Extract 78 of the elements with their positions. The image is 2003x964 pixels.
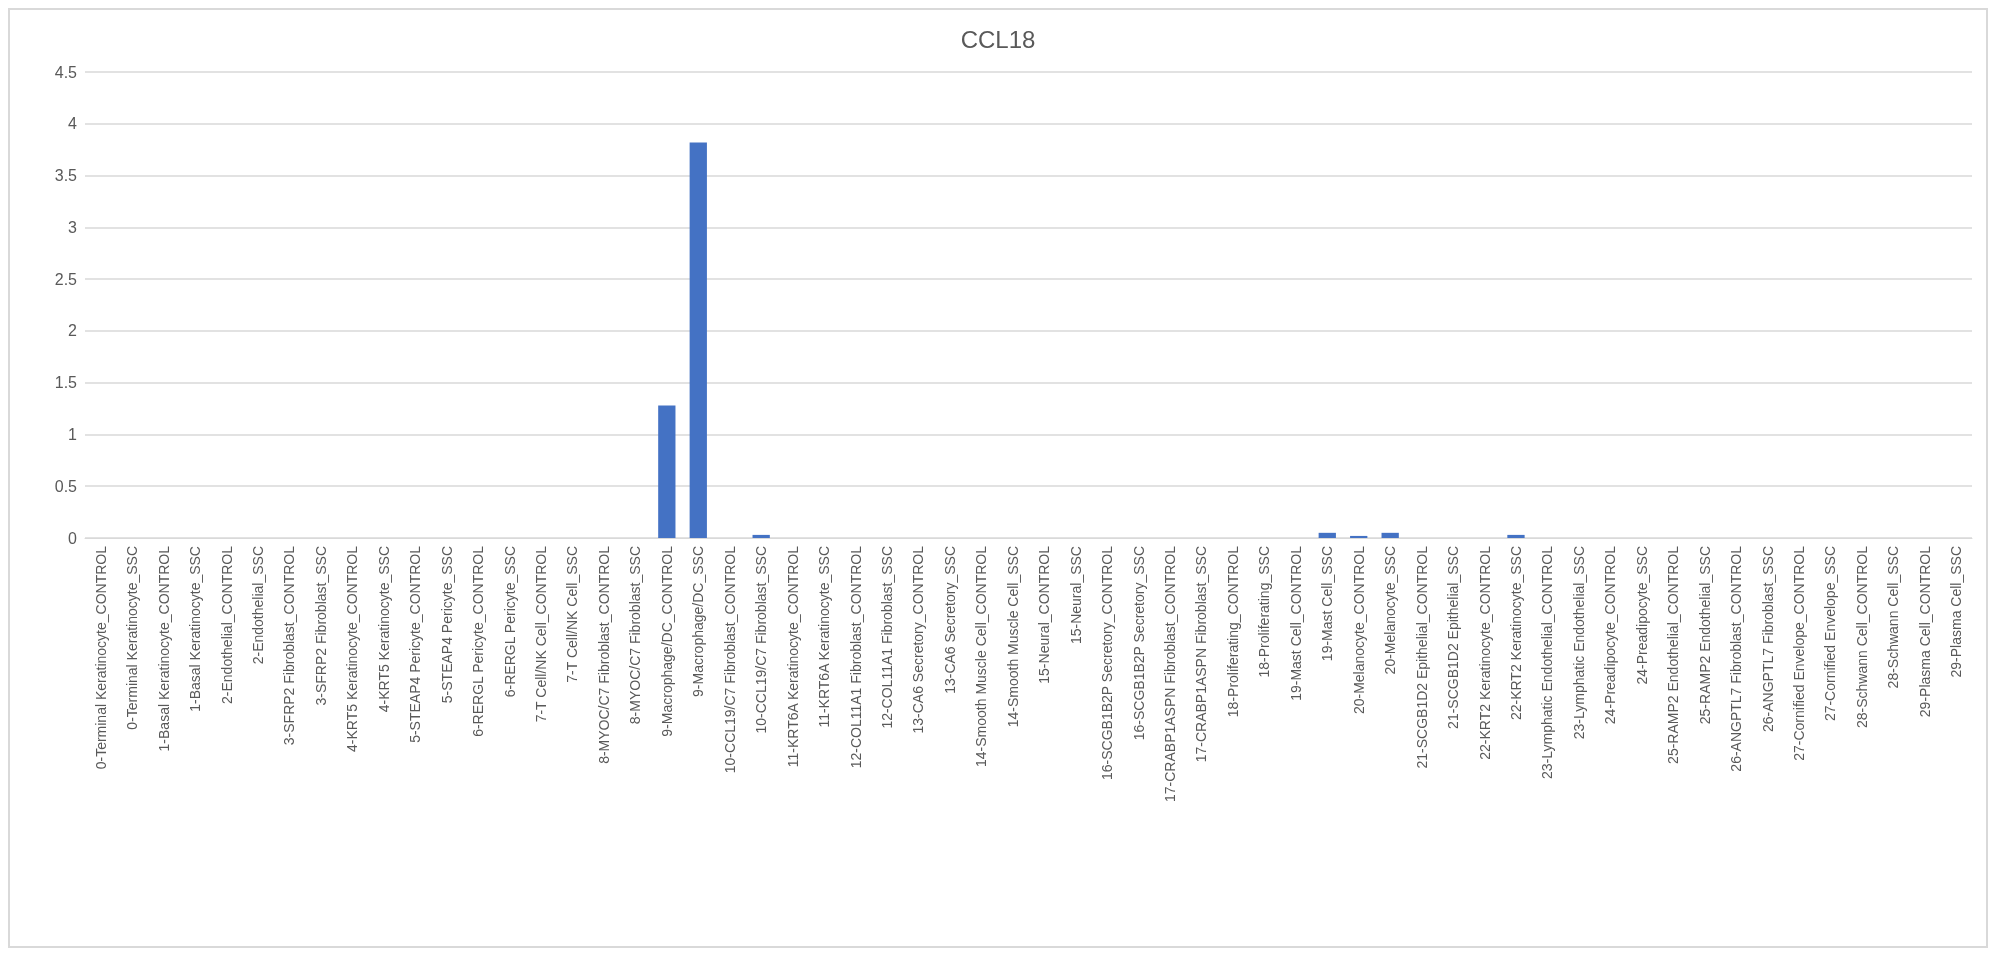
x-tick-label: 1-Basal Keratinocyte_CONTROL <box>155 545 172 752</box>
x-tick-label: 6-RERGL Pericyte_SSC <box>501 546 518 698</box>
x-tick-label: 18-Proliferating_SSC <box>1256 546 1273 678</box>
x-tick-label: 8-MYOC/C7 Fibroblast_CONTROL <box>595 545 612 764</box>
x-tick-label: 19-Mast Cell_SSC <box>1319 546 1336 662</box>
x-tick-label: 28-Schwann Cell_SSC <box>1885 546 1902 689</box>
x-tick-label: 23-Lymphatic Endothelial_CONTROL <box>1539 545 1556 779</box>
x-tick-label: 3-SFRP2 Fibroblast_CONTROL <box>281 545 298 746</box>
x-tick-label: 28-Schwann Cell_CONTROL <box>1853 545 1870 729</box>
x-tick-label: 6-RERGL Pericyte_CONTROL <box>470 545 487 737</box>
y-tick-label: 2.5 <box>54 270 78 288</box>
x-tick-label: 25-RAMP2 Endothelial_SSC <box>1696 546 1713 725</box>
x-tick-label: 25-RAMP2 Endothelial_CONTROL <box>1665 545 1682 764</box>
bar <box>1381 532 1399 538</box>
x-tick-label: 11-KRT6A Keratinocyte_CONTROL <box>784 545 801 768</box>
y-tick-label: 4 <box>68 115 78 133</box>
x-tick-label: 15-Neural_CONTROL <box>1036 545 1053 684</box>
x-tick-label: 24-Preadipocyte_CONTROL <box>1602 545 1619 725</box>
x-tick-label: 14-Smooth Muscle Cell_CONTROL <box>973 545 990 767</box>
x-tick-label: 9-Macrophage/DC_SSC <box>690 546 707 697</box>
x-tick-label: 9-Macrophage/DC_CONTROL <box>658 545 675 737</box>
x-tick-label: 18-Proliferating_CONTROL <box>1224 545 1241 718</box>
x-tick-label: 4-KRT5 Keratinocyte_SSC <box>375 546 392 713</box>
x-tick-label: 27-Cornified Envelope_SSC <box>1822 546 1839 722</box>
x-tick-label: 5-STEAP4 Pericyte_CONTROL <box>407 545 424 743</box>
x-tick-label: 2-Endothelial_CONTROL <box>218 545 235 704</box>
y-tick-label: 0.5 <box>54 477 78 495</box>
x-tick-label: 1-Basal Keratinocyte_SSC <box>187 546 204 712</box>
x-tick-label: 10-CCL19/C7 Fibroblast_CONTROL <box>721 545 738 774</box>
x-tick-label: 7-T Cell/NK Cell_CONTROL <box>533 545 550 723</box>
x-tick-label: 15-Neural_SSC <box>1067 546 1084 645</box>
chart-title: CCL18 <box>960 25 1036 53</box>
x-tick-label: 16-SCGB1B2P Secretory_CONTROL <box>1099 545 1116 780</box>
x-tick-label: 8-MYOC/C7 Fibroblast_SSC <box>627 546 644 725</box>
x-tick-label: 17-CRABP1ASPN Fibroblast_CONTROL <box>1162 545 1179 802</box>
x-tick-label: 21-SCGB1D2 Epithelial_CONTROL <box>1413 545 1430 769</box>
y-tick-label: 0 <box>68 529 78 547</box>
x-tick-label: 19-Mast Cell_CONTROL <box>1287 545 1304 701</box>
x-tick-label: 26-ANGPTL7 Fibroblast_SSC <box>1759 546 1776 732</box>
x-tick-label: 29-Plasma Cell_SSC <box>1948 546 1965 678</box>
x-tick-label: 22-KRT2 Keratinocyte_SSC <box>1507 546 1524 721</box>
x-tick-label: 4-KRT5 Keratinocyte_CONTROL <box>344 545 361 752</box>
bar <box>1350 535 1368 538</box>
x-tick-label: 0-Terminal Keratinocyte_SSC <box>124 546 141 730</box>
bar <box>658 405 676 538</box>
x-tick-label: 2-Endothelial_SSC <box>249 546 266 665</box>
bar <box>1318 532 1336 538</box>
y-tick-label: 1.5 <box>54 374 78 392</box>
bar <box>752 534 770 538</box>
x-tick-label: 29-Plasma Cell_CONTROL <box>1916 545 1933 718</box>
x-tick-label: 27-Cornified Envelope_CONTROL <box>1791 545 1808 761</box>
x-tick-label: 11-KRT6A Keratinocyte_SSC <box>816 546 833 728</box>
y-tick-label: 4.5 <box>54 63 78 81</box>
x-tick-label: 24-Preadipocyte_SSC <box>1633 546 1650 685</box>
y-tick-label: 3.5 <box>54 167 78 185</box>
x-tick-label: 10-CCL19/C7 Fibroblast_SSC <box>753 546 770 734</box>
x-tick-label: 16-SCGB1B2P Secretory_SSC <box>1130 546 1147 741</box>
x-tick-label: 26-ANGPTL7 Fibroblast_CONTROL <box>1728 545 1745 772</box>
x-tick-label: 23-Lymphatic Endothelial_SSC <box>1570 546 1587 740</box>
x-tick-label: 12-COL11A1 Fibroblast_CONTROL <box>847 545 864 769</box>
x-tick-label: 13-CA6 Secretory_SSC <box>941 546 958 694</box>
x-tick-label: 13-CA6 Secretory_CONTROL <box>910 545 927 734</box>
x-tick-label: 5-STEAP4 Pericyte_SSC <box>438 546 455 704</box>
x-tick-label: 21-SCGB1D2 Epithelial_SSC <box>1445 546 1462 729</box>
bar <box>689 142 707 538</box>
y-tick-label: 1 <box>68 425 78 443</box>
x-tick-label: 0-Terminal Keratinocyte_CONTROL <box>92 545 109 770</box>
x-tick-label: 12-COL11A1 Fibroblast_SSC <box>878 546 895 729</box>
y-tick-label: 3 <box>68 218 78 236</box>
x-tick-label: 20-Melanocyte_SSC <box>1382 546 1399 675</box>
x-tick-label: 17-CRABP1ASPN Fibroblast_SSC <box>1193 546 1210 763</box>
x-tick-label: 20-Melanocyte_CONTROL <box>1350 545 1367 715</box>
x-tick-label: 22-KRT2 Keratinocyte_CONTROL <box>1476 545 1493 760</box>
x-tick-label: 7-T Cell/NK Cell_SSC <box>564 546 581 683</box>
y-tick-label: 2 <box>68 322 78 340</box>
x-tick-label: 3-SFRP2 Fibroblast_SSC <box>312 546 329 706</box>
x-tick-label: 14-Smooth Muscle Cell_SSC <box>1004 546 1021 728</box>
bar <box>1507 534 1525 538</box>
